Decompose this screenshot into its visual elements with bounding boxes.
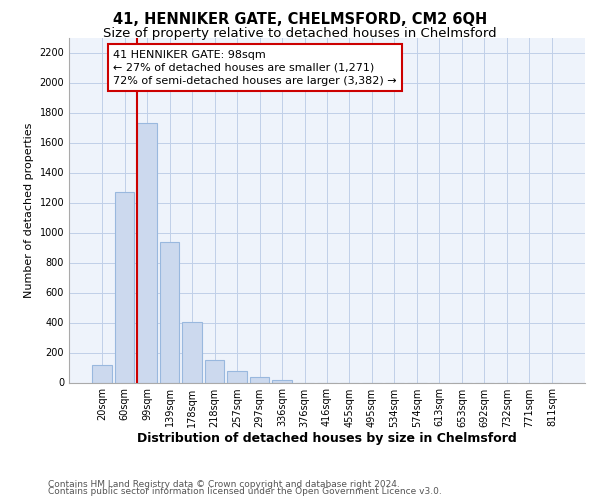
Bar xyxy=(272,380,292,382)
Y-axis label: Number of detached properties: Number of detached properties xyxy=(24,122,34,298)
Text: Contains HM Land Registry data © Crown copyright and database right 2024.: Contains HM Land Registry data © Crown c… xyxy=(48,480,400,489)
Bar xyxy=(160,242,179,382)
Bar xyxy=(115,192,134,382)
Text: Contains public sector information licensed under the Open Government Licence v3: Contains public sector information licen… xyxy=(48,487,442,496)
Bar xyxy=(137,123,157,382)
Bar xyxy=(227,371,247,382)
Bar xyxy=(250,377,269,382)
Bar xyxy=(205,360,224,382)
Bar xyxy=(182,322,202,382)
X-axis label: Distribution of detached houses by size in Chelmsford: Distribution of detached houses by size … xyxy=(137,432,517,446)
Text: 41, HENNIKER GATE, CHELMSFORD, CM2 6QH: 41, HENNIKER GATE, CHELMSFORD, CM2 6QH xyxy=(113,12,487,28)
Text: Size of property relative to detached houses in Chelmsford: Size of property relative to detached ho… xyxy=(103,28,497,40)
Text: 41 HENNIKER GATE: 98sqm
← 27% of detached houses are smaller (1,271)
72% of semi: 41 HENNIKER GATE: 98sqm ← 27% of detache… xyxy=(113,50,397,86)
Bar xyxy=(92,364,112,382)
